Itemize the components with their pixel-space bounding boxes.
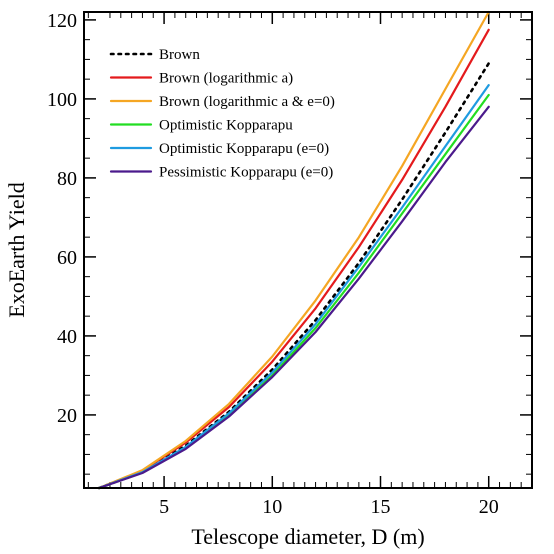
plot-frame [83, 11, 533, 489]
y-tick-label: 120 [47, 10, 77, 32]
series-lines [97, 10, 491, 490]
x-tick-label: 10 [262, 496, 282, 518]
legend-label-1: Brown (logarithmic a) [159, 71, 293, 87]
series-line-0 [97, 62, 491, 490]
y-tick-label: 60 [57, 247, 77, 269]
plot-area [84, 12, 532, 488]
tick-labels: 5 10 15 20 20 40 60 80 100 120 [47, 10, 499, 518]
x-tick-label: 5 [159, 496, 169, 518]
legend-label-3: Optimistic Kopparapu [159, 118, 293, 134]
y-tick-label: 80 [57, 168, 77, 190]
x-tick-label: 20 [479, 496, 499, 518]
x-axis-title: Telescope diameter, D (m) [191, 524, 424, 549]
legend-label-5: Pessimistic Kopparapu (e=0) [159, 165, 333, 181]
y-tick-label: 20 [57, 405, 77, 427]
legend-label-2: Brown (logarithmic a & e=0) [159, 94, 335, 110]
y-tick-label: 40 [57, 326, 77, 348]
series-line-5 [97, 105, 490, 490]
series-line-4 [97, 83, 490, 490]
x-tick-label: 15 [371, 496, 391, 518]
y-tick-label: 100 [47, 89, 77, 111]
legend-label-0: Brown [159, 47, 200, 63]
y-axis-title: ExoEarth Yield [4, 182, 29, 317]
legend: Brown Brown (logarithmic a) Brown (logarit… [109, 47, 335, 181]
series-line-2 [97, 10, 490, 490]
legend-label-4: Optimistic Kopparapu (e=0) [159, 141, 329, 157]
